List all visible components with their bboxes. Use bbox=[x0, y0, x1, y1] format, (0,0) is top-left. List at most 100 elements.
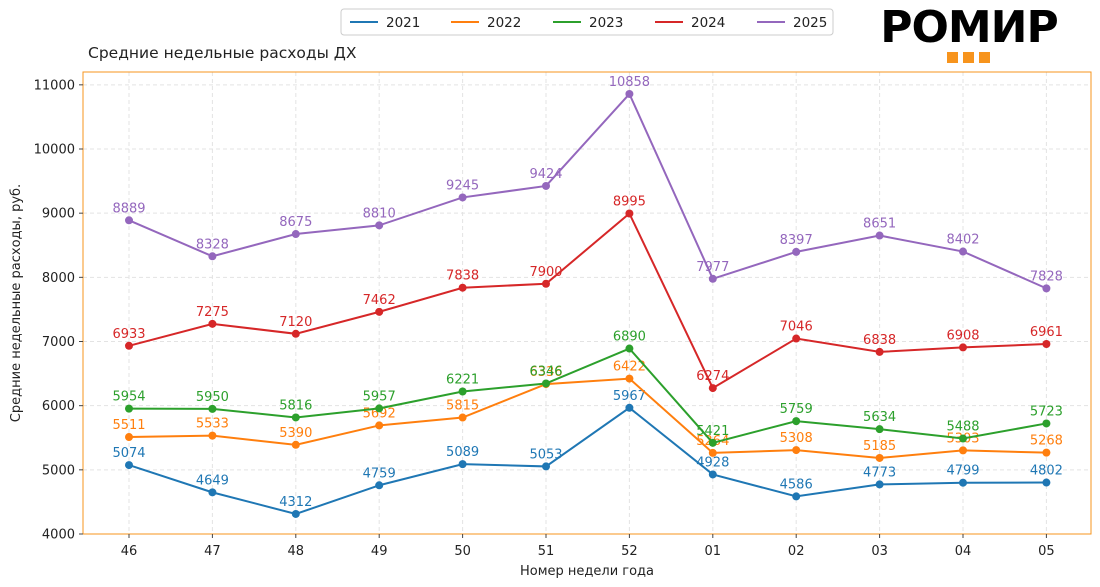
series-line-2023 bbox=[128, 347, 1047, 444]
data-point bbox=[542, 279, 550, 288]
data-label: 6422 bbox=[613, 360, 646, 375]
y-tick-label: 5000 bbox=[42, 463, 75, 478]
data-label: 5268 bbox=[1030, 434, 1063, 449]
data-label: 4773 bbox=[863, 465, 896, 480]
series-line-2024 bbox=[128, 211, 1047, 390]
data-point bbox=[1042, 419, 1051, 428]
data-point bbox=[208, 488, 217, 497]
x-tick-label: 04 bbox=[955, 544, 972, 559]
data-point bbox=[792, 446, 801, 455]
y-tick-label: 4000 bbox=[42, 528, 75, 543]
data-label: 8328 bbox=[196, 237, 229, 252]
data-point bbox=[458, 283, 467, 292]
data-label: 6274 bbox=[696, 369, 729, 384]
data-label: 7462 bbox=[363, 293, 396, 308]
legend: 2021 2022 2023 2024 2025 bbox=[340, 8, 834, 36]
data-label: 4799 bbox=[946, 464, 979, 479]
legend-label: 2021 bbox=[386, 15, 420, 31]
data-label: 6221 bbox=[446, 372, 479, 387]
data-point bbox=[708, 438, 717, 447]
legend-item: 2022 bbox=[451, 15, 521, 31]
y-tick-label: 9000 bbox=[42, 207, 75, 222]
data-point bbox=[375, 307, 384, 316]
data-label: 6346 bbox=[529, 364, 562, 379]
x-tick-label: 50 bbox=[454, 544, 471, 559]
data-point bbox=[708, 448, 717, 457]
data-point bbox=[291, 509, 300, 518]
x-tick-label: 51 bbox=[538, 544, 555, 559]
data-label: 8995 bbox=[613, 194, 646, 209]
series-2025: 8889 8328 8675 8810 9245 9424 10858 7977 8397 865… bbox=[112, 75, 1063, 293]
data-point bbox=[458, 413, 467, 422]
data-label: 5634 bbox=[863, 410, 896, 425]
data-label: 5950 bbox=[196, 390, 229, 405]
data-label: 8675 bbox=[279, 215, 312, 230]
data-label: 5723 bbox=[1030, 404, 1063, 419]
data-point bbox=[1042, 478, 1051, 487]
data-label: 5185 bbox=[863, 439, 896, 454]
data-label: 5759 bbox=[780, 402, 813, 417]
data-label: 5511 bbox=[112, 418, 145, 433]
data-point bbox=[375, 404, 384, 413]
data-label: 4802 bbox=[1030, 464, 1063, 479]
data-label: 6933 bbox=[112, 327, 145, 342]
data-point bbox=[875, 425, 884, 434]
data-point bbox=[959, 434, 967, 443]
x-tick-label: 02 bbox=[788, 544, 805, 559]
data-point bbox=[458, 387, 467, 396]
data-point bbox=[625, 344, 634, 353]
legend-item: 2021 bbox=[350, 15, 420, 31]
data-label: 8810 bbox=[363, 206, 396, 221]
data-label: 7977 bbox=[696, 260, 729, 275]
data-point bbox=[542, 181, 550, 190]
data-label: 7838 bbox=[446, 269, 479, 284]
y-tick-label: 7000 bbox=[42, 335, 75, 350]
data-point bbox=[542, 379, 550, 388]
legend-label: 2024 bbox=[691, 15, 725, 31]
legend-box bbox=[340, 8, 834, 36]
series-line-2025 bbox=[128, 92, 1047, 290]
x-tick-label: 48 bbox=[288, 544, 305, 559]
data-label: 4312 bbox=[279, 495, 312, 510]
logo-dot bbox=[947, 52, 958, 63]
chart-title: Средние недельные расходы ДХ bbox=[88, 44, 357, 62]
data-point bbox=[792, 334, 801, 343]
y-tick-label: 10000 bbox=[34, 143, 75, 158]
data-point bbox=[125, 404, 133, 413]
data-label: 5533 bbox=[196, 417, 229, 432]
data-point bbox=[375, 421, 384, 430]
x-axis-label: Номер недели года bbox=[520, 564, 654, 579]
data-point bbox=[708, 274, 717, 283]
data-label: 5421 bbox=[696, 424, 729, 439]
y-axis: 4000 5000 6000 7000 8000 9000 10000 11000 bbox=[34, 78, 83, 543]
logo-dots bbox=[947, 52, 990, 63]
data-point bbox=[1042, 340, 1051, 349]
data-point bbox=[875, 347, 884, 356]
data-label: 9424 bbox=[529, 167, 562, 182]
data-point bbox=[959, 446, 967, 455]
data-point bbox=[208, 431, 217, 440]
data-label: 5954 bbox=[112, 390, 145, 405]
data-label: 8397 bbox=[780, 233, 813, 248]
data-point bbox=[625, 89, 634, 98]
data-point bbox=[458, 460, 467, 469]
data-point bbox=[959, 247, 967, 256]
data-label: 4759 bbox=[363, 466, 396, 481]
data-point bbox=[208, 319, 217, 328]
data-label: 5390 bbox=[279, 426, 312, 441]
y-tick-label: 11000 bbox=[34, 78, 75, 93]
data-label: 5815 bbox=[446, 399, 479, 414]
data-point bbox=[875, 453, 884, 462]
data-label: 8651 bbox=[863, 217, 896, 232]
data-point bbox=[125, 433, 133, 442]
data-point bbox=[375, 221, 384, 230]
x-tick-label: 52 bbox=[621, 544, 638, 559]
data-label: 4586 bbox=[780, 477, 813, 492]
data-label: 6908 bbox=[946, 328, 979, 343]
data-label: 4649 bbox=[196, 473, 229, 488]
data-point bbox=[792, 247, 801, 256]
data-point bbox=[291, 329, 300, 338]
series-group: 5074 4649 4312 4759 5089 5053 5967 4928 4586 4773… bbox=[112, 75, 1063, 518]
plot-frame bbox=[82, 71, 1092, 535]
